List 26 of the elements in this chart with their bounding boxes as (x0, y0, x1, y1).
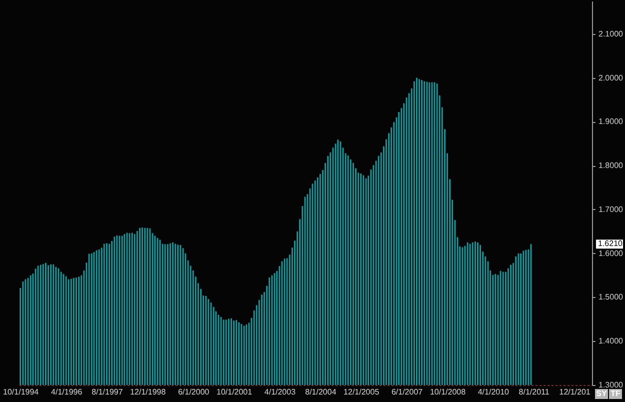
x-tick-label: 10/1/2008 (430, 388, 466, 396)
x-tick-label: 8/1/1997 (92, 388, 124, 396)
y-tick-label: 2.1000 (598, 29, 624, 38)
y-tick-label: 1.7000 (598, 204, 624, 214)
x-tick-label: 6/1/2000 (178, 388, 210, 396)
x-tick-label: 8/1/2004 (305, 388, 337, 396)
text: TF (610, 389, 620, 398)
x-tick-label: 12/1/201 (559, 388, 591, 396)
x-tick-label: 10/1/1994 (3, 388, 40, 396)
x-tick-label: 4/1/2010 (478, 388, 510, 396)
x-tick-label: 10/1/2001 (216, 388, 253, 396)
y-tick-label: 1.5000 (598, 292, 624, 302)
y-tick-label: 1.6000 (598, 248, 624, 258)
x-tick-label: 12/1/2005 (344, 388, 380, 396)
text: SY (596, 389, 608, 398)
text: 1.6210 (598, 239, 624, 248)
x-tick-label: 4/1/1996 (51, 388, 83, 396)
y-tick-label: 1.8000 (598, 161, 624, 170)
x-tick-label: 12/1/1998 (130, 388, 166, 396)
x-tick-label: 4/1/2003 (264, 388, 296, 396)
x-tick-label: 6/1/2007 (391, 388, 424, 396)
y-tick-label: 1.9000 (598, 117, 624, 126)
y-tick-label: 1.4000 (598, 336, 624, 346)
y-tick-label: 1.3000 (598, 380, 624, 390)
x-tick-label: 8/1/2011 (518, 388, 550, 396)
y-tick-label: 2.0000 (598, 73, 624, 82)
